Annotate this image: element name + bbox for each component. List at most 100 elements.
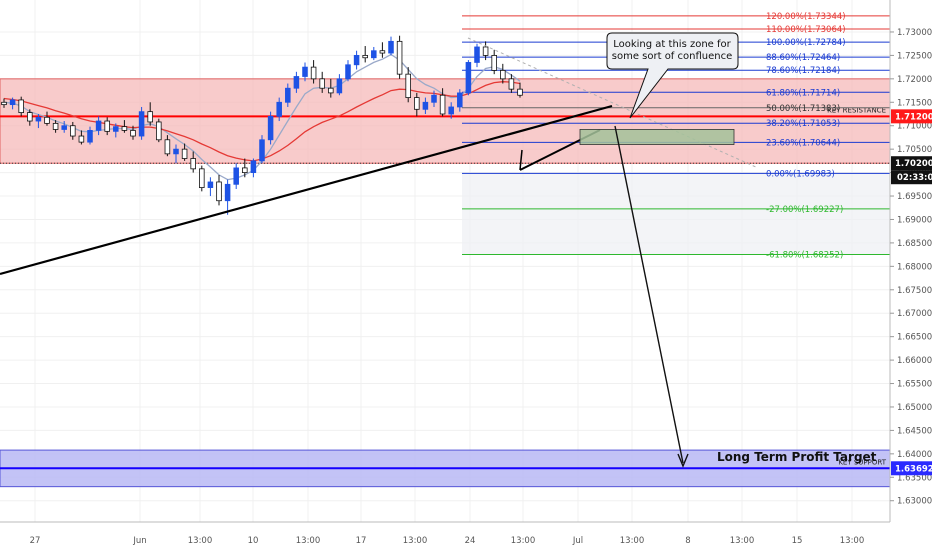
key-support-label: KEY SUPPORT (838, 458, 886, 466)
candle-body[interactable] (233, 167, 239, 185)
candle-body[interactable] (52, 122, 59, 130)
price-tick-label: 1.72500 (897, 51, 932, 61)
candle-body[interactable] (362, 55, 368, 59)
time-tick-label: 27 (30, 536, 41, 546)
candle-body[interactable] (216, 181, 222, 202)
key-support-price-tag (891, 461, 932, 476)
candle-body[interactable] (336, 78, 343, 94)
candle-body[interactable] (1, 101, 7, 106)
time-tick-label: 13:00 (296, 536, 321, 546)
candle-body[interactable] (173, 148, 179, 155)
fib-projection-area (462, 173, 890, 255)
candle-body[interactable] (259, 139, 265, 162)
candle-body[interactable] (517, 88, 523, 96)
price-tick-label: 1.68500 (897, 239, 932, 249)
candle-body[interactable] (482, 46, 489, 56)
candle-body[interactable] (491, 55, 497, 71)
callout-text: some sort of confluence (612, 51, 733, 62)
time-axis[interactable]: 27 Jun 13:00 10 13:00 17 13:00 24 13:00 Jul 13:00 8… (0, 521, 932, 550)
fibonacci-extension: 120.00%(1.73344) 110.00%(1.73064) 100.00%(… (462, 12, 890, 261)
candle-body[interactable] (113, 126, 119, 132)
candle-body[interactable] (130, 130, 136, 137)
candle-body[interactable] (328, 87, 334, 94)
candle-body[interactable] (138, 111, 145, 137)
candle-body[interactable] (181, 148, 188, 159)
fib-level-label: 110.00%(1.73064) (766, 25, 846, 35)
candle-body[interactable] (242, 167, 248, 173)
candle-body[interactable] (147, 111, 153, 123)
candle-body[interactable] (95, 120, 102, 131)
price-tick-label: 1.67500 (897, 286, 932, 296)
candle-body[interactable] (267, 115, 274, 141)
candle-body[interactable] (396, 40, 403, 75)
key-support-price-tag-label: 1.63692 (895, 464, 932, 474)
fib-level-label: 38.20%(1.71053) (766, 119, 840, 129)
price-tick-label: 1.66500 (897, 333, 932, 343)
candle-body[interactable] (44, 116, 50, 124)
candle-body[interactable] (224, 183, 231, 202)
candle-body[interactable] (199, 168, 205, 188)
candle-body[interactable] (414, 97, 420, 110)
candle-body[interactable] (27, 112, 33, 122)
candle-body[interactable] (9, 99, 16, 106)
candle-body[interactable] (104, 120, 110, 132)
candle-body[interactable] (310, 66, 317, 80)
dashed-resistance-line (467, 37, 759, 169)
time-tick-label: 13:00 (511, 536, 536, 546)
candle-body[interactable] (87, 130, 93, 143)
time-tick-label: Jun (132, 536, 146, 546)
fib-level-label: 120.00%(1.73344) (766, 12, 846, 22)
key-resistance-price-tag-label: 1.71200 (895, 112, 932, 122)
candle-body[interactable] (276, 101, 282, 117)
price-tick-label: 1.65500 (897, 380, 932, 390)
candle-body[interactable] (457, 92, 463, 108)
candle-body[interactable] (371, 50, 377, 59)
time-tick-label: 13:00 (620, 536, 645, 546)
callout-text: Looking at this zone for (613, 39, 731, 50)
profit-target-arrow (614, 125, 684, 464)
candle-body[interactable] (70, 125, 76, 137)
price-tick-label: 1.69500 (897, 192, 932, 202)
candle-body[interactable] (319, 78, 325, 89)
candle-body[interactable] (35, 116, 42, 122)
key-resistance-zone (0, 78, 891, 164)
candle-body[interactable] (379, 50, 386, 54)
fib-level-label: 0.00%(1.69983) (766, 169, 835, 179)
projection-leg-tick (519, 149, 523, 171)
fib-level-label: 100.00%(1.72784) (766, 38, 846, 48)
fib-level-label: 61.80%(1.71714) (766, 88, 840, 98)
time-tick-label: Jul (572, 536, 583, 546)
candle-body[interactable] (388, 40, 394, 54)
price-axis[interactable]: 1.73000 1.72500 1.72000 1.71500 1.71000 1.705… (889, 0, 932, 550)
candle-body[interactable] (474, 46, 480, 63)
fib-level-label: -27.00%(1.69227) (766, 205, 843, 215)
confluence-zone-box (579, 129, 735, 145)
candle-body[interactable] (190, 158, 196, 170)
candle-body[interactable] (405, 73, 411, 98)
time-tick-label: 17 (356, 536, 367, 546)
candle-body[interactable] (422, 101, 429, 110)
candle-body[interactable] (302, 66, 308, 77)
candle-body[interactable] (156, 121, 162, 141)
candle-body[interactable] (353, 55, 360, 66)
price-tick-label: 1.67000 (897, 309, 932, 319)
candle-body[interactable] (439, 94, 446, 115)
candle-body[interactable] (121, 126, 128, 131)
candle-body[interactable] (508, 78, 515, 90)
candle-body[interactable] (285, 87, 291, 103)
countdown-tag (891, 170, 932, 185)
candle-body[interactable] (18, 99, 24, 113)
candle-body[interactable] (448, 106, 454, 115)
candle-body[interactable] (431, 94, 437, 103)
candles[interactable] (1, 35, 523, 215)
candle-body[interactable] (293, 76, 300, 89)
candle-body[interactable] (78, 135, 85, 143)
candle-body[interactable] (345, 64, 351, 80)
candle-body[interactable] (250, 160, 257, 173)
candle-body[interactable] (207, 181, 214, 188)
candle-body[interactable] (61, 125, 67, 130)
candle-body[interactable] (465, 62, 472, 94)
candle-body[interactable] (500, 70, 506, 80)
candle-body[interactable] (164, 139, 171, 155)
